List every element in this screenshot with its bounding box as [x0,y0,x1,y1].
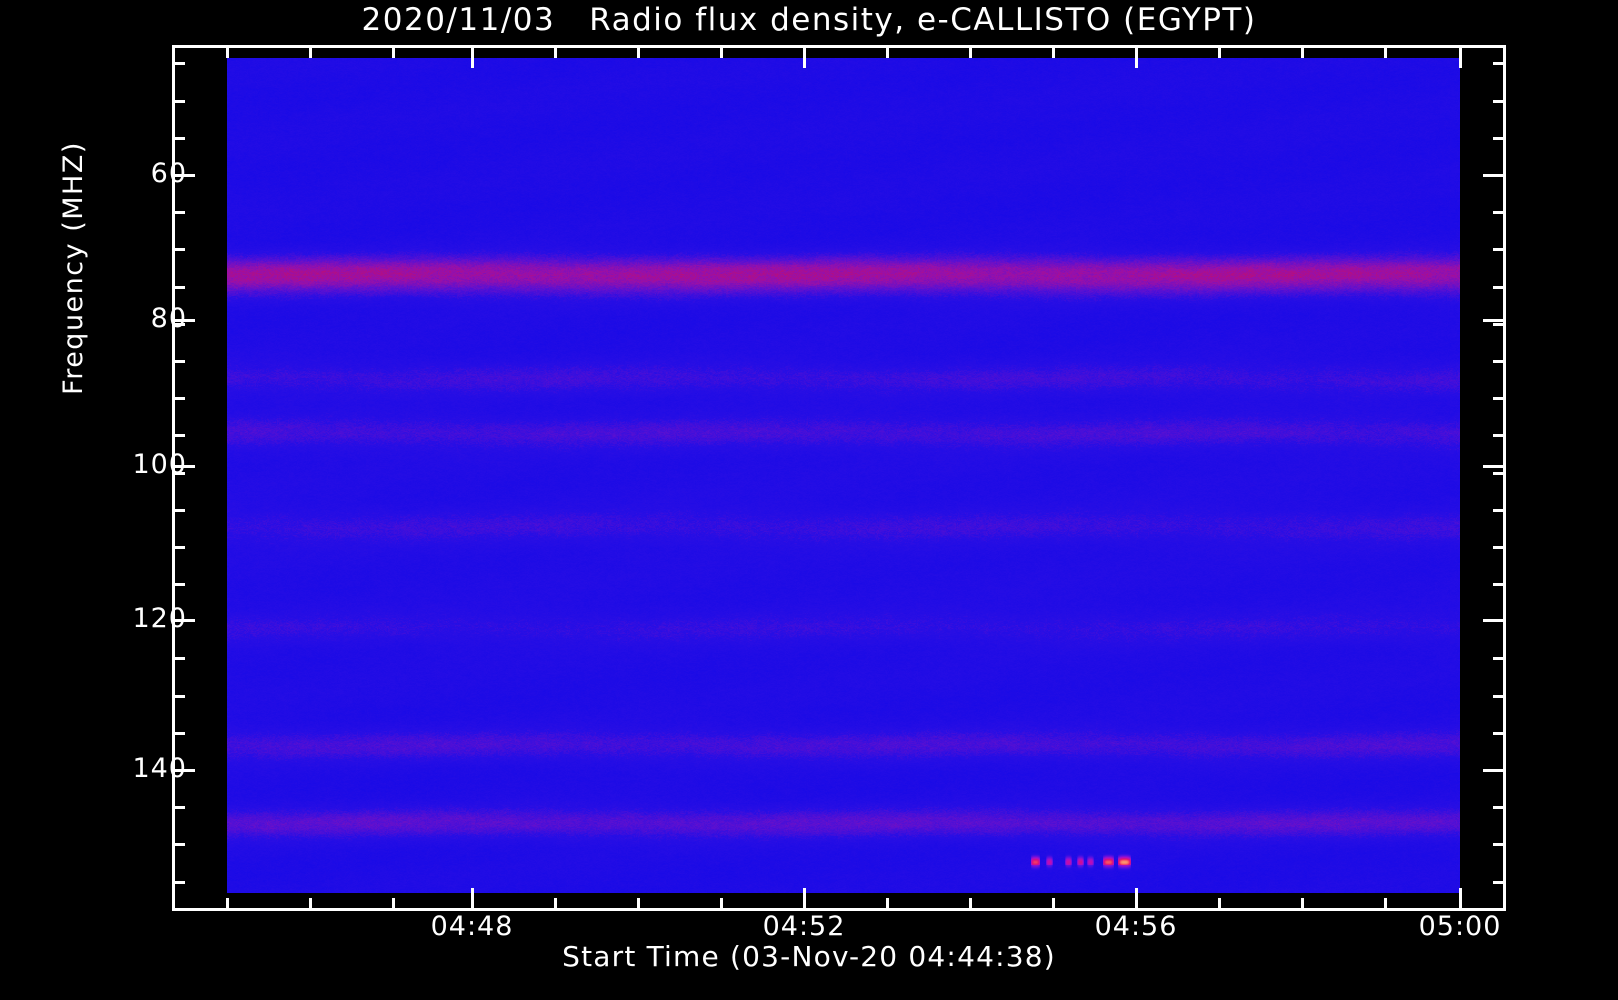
x-tick-major-top [803,45,806,68]
y-tick-minor [172,360,185,363]
x-tick-minor-top [1052,45,1055,58]
y-tick-label: 100 [132,449,187,480]
x-tick-minor [720,898,723,911]
y-tick-label: 80 [150,303,187,334]
spectrogram-canvas [227,58,1460,893]
x-axis-title: Start Time (03-Nov-20 04:44:38) [562,940,1056,973]
x-tick-major-top [1135,45,1138,68]
x-tick-minor-top [1384,45,1387,58]
y-tick-minor-right [1493,695,1506,698]
x-tick-minor [1052,898,1055,911]
y-tick-major [172,769,195,772]
y-tick-minor-right [1493,100,1506,103]
y-tick-minor-right [1493,472,1506,475]
x-tick-minor [309,898,312,911]
x-tick-minor [1218,898,1221,911]
x-tick-major [1459,888,1462,911]
y-tick-label: 60 [150,158,187,189]
y-tick-minor [172,211,185,214]
y-tick-major [172,319,195,322]
y-tick-major-right [1483,769,1506,772]
y-tick-major-right [1483,174,1506,177]
y-tick-minor [172,509,185,512]
y-tick-minor [172,137,185,140]
x-tick-minor [1301,898,1304,911]
x-tick-minor [392,898,395,911]
x-tick-major [803,888,806,911]
y-tick-minor-right [1493,323,1506,326]
y-tick-minor [172,806,185,809]
y-tick-minor [172,397,185,400]
y-tick-minor-right [1493,397,1506,400]
x-tick-minor-top [886,45,889,58]
y-tick-minor [172,657,185,660]
y-tick-minor-right [1493,509,1506,512]
y-tick-minor-right [1493,248,1506,251]
x-tick-minor [1384,898,1387,911]
x-tick-minor [554,898,557,911]
y-tick-minor [172,62,185,65]
plot-axis-frame [172,45,1506,911]
y-tick-major [172,619,195,622]
x-tick-label: 04:56 [1094,911,1178,942]
x-tick-minor [226,898,229,911]
y-axis-title: Frequency (MHZ) [58,141,89,395]
x-tick-minor-top [720,45,723,58]
x-tick-major [1135,888,1138,911]
y-tick-minor-right [1493,732,1506,735]
y-tick-minor [172,583,185,586]
y-tick-major-right [1483,465,1506,468]
x-tick-label: 04:52 [762,911,846,942]
y-tick-minor [172,843,185,846]
y-tick-minor [172,695,185,698]
x-tick-major-top [1459,45,1462,68]
y-tick-minor-right [1493,843,1506,846]
x-tick-minor [886,898,889,911]
y-tick-minor-right [1493,62,1506,65]
x-tick-minor-top [392,45,395,58]
x-tick-major [471,888,474,911]
y-tick-minor [172,546,185,549]
y-tick-major [172,465,195,468]
x-tick-minor-top [1218,45,1221,58]
y-tick-major-right [1483,319,1506,322]
x-tick-minor [637,898,640,911]
y-tick-minor-right [1493,360,1506,363]
y-tick-minor [172,323,185,326]
x-tick-minor-top [226,45,229,58]
y-tick-minor [172,732,185,735]
y-tick-minor [172,434,185,437]
x-tick-minor-top [1301,45,1304,58]
y-tick-minor-right [1493,657,1506,660]
y-tick-minor-right [1493,806,1506,809]
x-tick-label: 04:48 [430,911,514,942]
y-tick-minor [172,100,185,103]
y-tick-minor-right [1493,137,1506,140]
y-tick-minor [172,881,185,884]
x-tick-minor-top [554,45,557,58]
y-tick-major-right [1483,619,1506,622]
x-tick-minor-top [969,45,972,58]
x-tick-major-top [471,45,474,68]
y-tick-minor-right [1493,546,1506,549]
y-tick-minor-right [1493,286,1506,289]
spectrogram-plot-area [227,58,1460,893]
x-tick-minor-top [637,45,640,58]
y-tick-minor [172,248,185,251]
x-tick-minor-top [309,45,312,58]
x-tick-label: 05:00 [1418,911,1502,942]
page-title: 2020/11/03 Radio flux density, e-CALLIST… [361,2,1257,38]
y-tick-label: 140 [132,753,187,784]
y-tick-minor-right [1493,434,1506,437]
y-tick-minor [172,472,185,475]
y-tick-minor [172,286,185,289]
y-tick-minor-right [1493,211,1506,214]
y-tick-minor-right [1493,881,1506,884]
y-tick-label: 120 [132,603,187,634]
y-tick-major [172,174,195,177]
y-tick-minor-right [1493,583,1506,586]
x-tick-minor [969,898,972,911]
